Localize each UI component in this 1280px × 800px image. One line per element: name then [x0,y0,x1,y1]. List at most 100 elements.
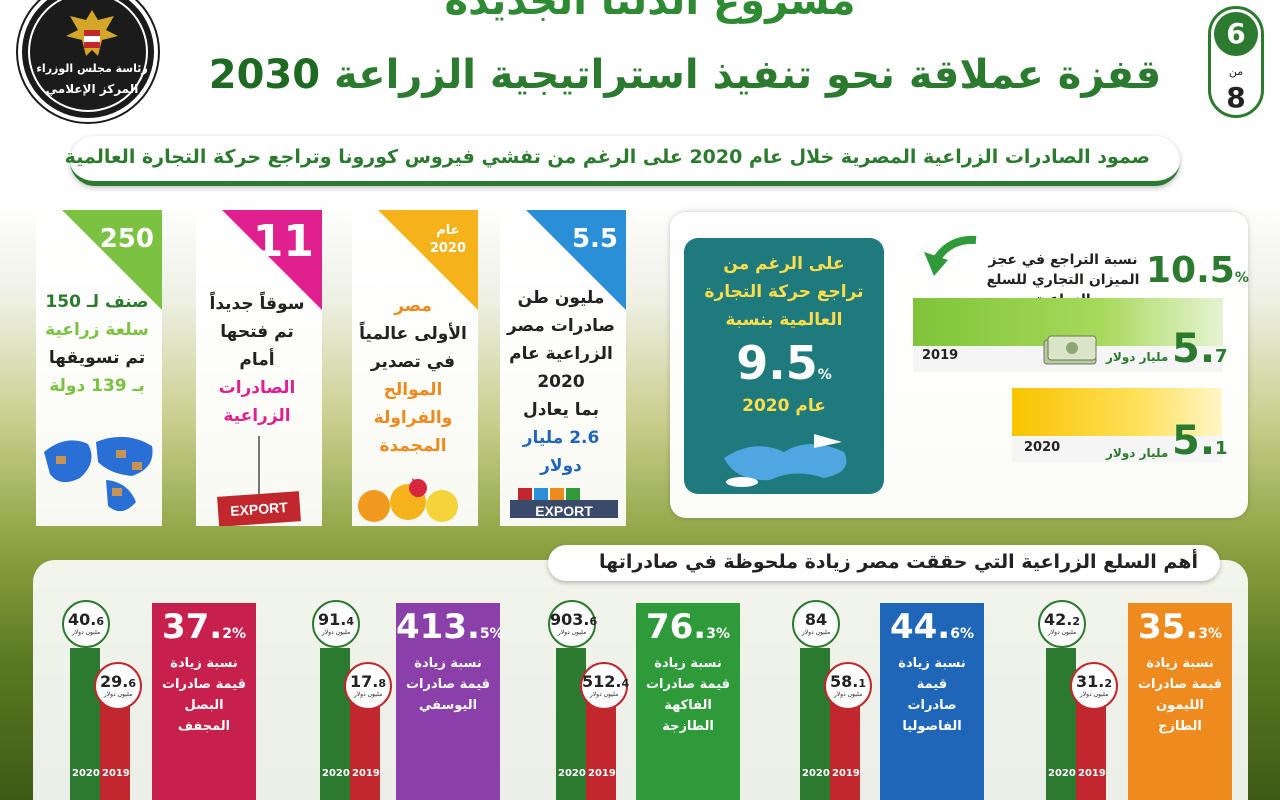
product-comparison: 40.6 مليون دولار 29.6 مليون دولار 2020 2019 [62,600,142,800]
cabinet-logo: رئاسة مجلس الوزراء المركز الإعلامي [18,0,158,122]
card-year-label: عام [436,223,460,238]
global-shipping-icon [724,434,847,487]
product-desc-line: نسبة زيادة [1146,656,1214,671]
product-pct-dec: 3 [1198,626,1208,642]
value-unit: مليون دولار [1079,691,1109,698]
card-year-value: 2020 [429,241,466,256]
year-label-2019: 2019 [832,768,860,779]
balance-unit: مليار دولار [1106,446,1169,460]
card-line: والفراولة [373,408,453,428]
product-pct: 35.3% [1137,607,1222,647]
page-current: 6 [1214,12,1258,56]
balance-value-main: 5. [1172,326,1216,372]
deficit-decline-value: 10.5 [1146,250,1235,291]
card-line: تم تسويقها [48,348,146,368]
product-desc-line: الطازج [1158,719,1202,734]
balance-bar-2020 [1012,388,1222,462]
product-card: 37.2% نسبة زيادة قيمة صادرات البصل المجفف [152,603,256,800]
bar-2020 [800,648,830,800]
product-desc-line: قيمة صادرات [645,677,731,692]
trade-line: تراجع حركة التجارة [704,282,864,302]
card-line: مليون طن [517,288,605,308]
bar-2020 [70,648,100,800]
product-desc-line: الفاكهة [664,698,712,713]
card-corner [378,210,478,310]
product-pct-main: 44. [889,607,951,647]
card-line: سلعة زراعية [45,320,149,340]
trade-line: على الرغم من [723,254,845,274]
value-2019-badge: 31.2 مليون دولار [1070,662,1118,710]
product-desc-line: الفاصوليا [902,719,962,734]
product-desc-line: صادرات [907,698,957,713]
value-2019-dec: 4 [621,677,630,690]
value-2020-dec: 6 [96,615,104,628]
page-title-text: قفزة عملاقة نحو تنفيذ استراتيجية الزراعة [334,52,1162,98]
balance-unit: مليار دولار [1106,350,1169,364]
product-desc-line: المجفف [177,719,231,734]
value-2020-badge: 91.4 مليون دولار [312,600,360,648]
export-container-icon: EXPORT [217,491,301,526]
card-line: أمام [239,350,275,370]
value-2020: 40. [68,610,97,629]
card-text: مليون طن صادرات مصر الزراعية عام 2020 بم… [504,284,618,480]
product-card: 35.3% نسبة زيادة قيمة صادرات الليمون الطازج [1128,603,1232,800]
value-2020: 91. [318,610,347,629]
product-desc-line: نسبة زيادة [170,656,238,671]
value-unit: مليون دولار [557,629,587,636]
card-line: تم فتحها [220,322,294,342]
card-corner [62,210,162,310]
product-pct: 76.3% [645,607,730,647]
value-unit: مليون دولار [353,691,383,698]
product-desc-line: قيمة صادرات [1137,677,1223,692]
export-ship-icon: EXPORT [510,488,618,519]
product-desc-line: نسبة زيادة [414,656,482,671]
product-card: 44.6% نسبة زيادة قيمة صادرات الفاصوليا [880,603,984,800]
value-unit: مليون دولار [321,629,351,636]
balance-year-2020: 2020 [1024,440,1061,455]
value-2020-badge: 42.2 مليون دولار [1038,600,1086,648]
value-2019-dec: 6 [128,677,136,690]
value-2019: 58. [830,672,859,691]
value-2020-badge: 903.6 مليون دولار [548,600,597,648]
product-pct-dec: 2 [222,626,232,642]
product-comparison: 903.6 مليون دولار 512.4 مليون دولار 2020 2019 [548,600,629,800]
year-label-2019: 2019 [1078,768,1106,779]
product-desc-line: الليمون [1156,698,1204,713]
card-year: عام 2020 [430,222,466,258]
page-of: من [1228,65,1244,78]
card-line: سوقاً جديداً [209,294,305,314]
value-unit: مليون دولار [71,629,101,636]
year-label-2019: 2019 [588,768,616,779]
value-2019-badge: 29.6 مليون دولار [94,662,142,710]
product-pct-main: 35. [1137,607,1199,647]
trade-line: العالمية بنسبة [725,310,843,330]
deficit-decline-sign: % [1234,270,1249,286]
value-2019-badge: 512.4 مليون دولار [580,662,630,710]
value-2020-badge: 40.6 مليون دولار [62,600,110,648]
card-line: في تصدير [370,352,456,372]
product-desc: نسبة زيادة قيمة صادرات الفاكهة الطازجة [640,653,736,737]
year-label-2019: 2019 [352,768,380,779]
value-2019-dec: 8 [378,677,386,690]
card-line: الموالح [383,380,443,400]
down-arrow-icon [924,235,977,276]
value-2019: 512. [582,672,622,691]
card-text: سوقاً جديداً تم فتحها أمام الصادرات الزر… [200,290,314,430]
value-2020-dec: 2 [1072,615,1080,628]
global-trade-year: عام 2020 [742,396,826,416]
balance-year-2019: 2019 [922,348,959,363]
logo-text-media: المركز الإعلامي [45,82,139,96]
card-line: صنف لـ 150 [40,288,154,316]
card-line: الأولى عالمياً [359,324,467,344]
card-export-volume: 5.5 مليون طن صادرات مصر الزراعية عام 202… [500,210,626,526]
value-2019: 29. [100,672,129,691]
card-line: الزراعية [223,406,291,426]
card-line: الصادرات [218,378,296,398]
global-trade-pct: 9.5% [684,336,884,390]
page-title-top: مشروع الدلتا الجديدة [444,0,856,24]
product-desc-line: قيمة صادرات [161,677,247,692]
svg-text:EXPORT: EXPORT [535,503,593,519]
balance-value-2019: 5.7 [1172,326,1228,372]
value-2019-dec: 1 [858,677,866,690]
product-comparison: 42.2 مليون دولار 31.2 مليون دولار 2020 2019 [1038,600,1118,800]
